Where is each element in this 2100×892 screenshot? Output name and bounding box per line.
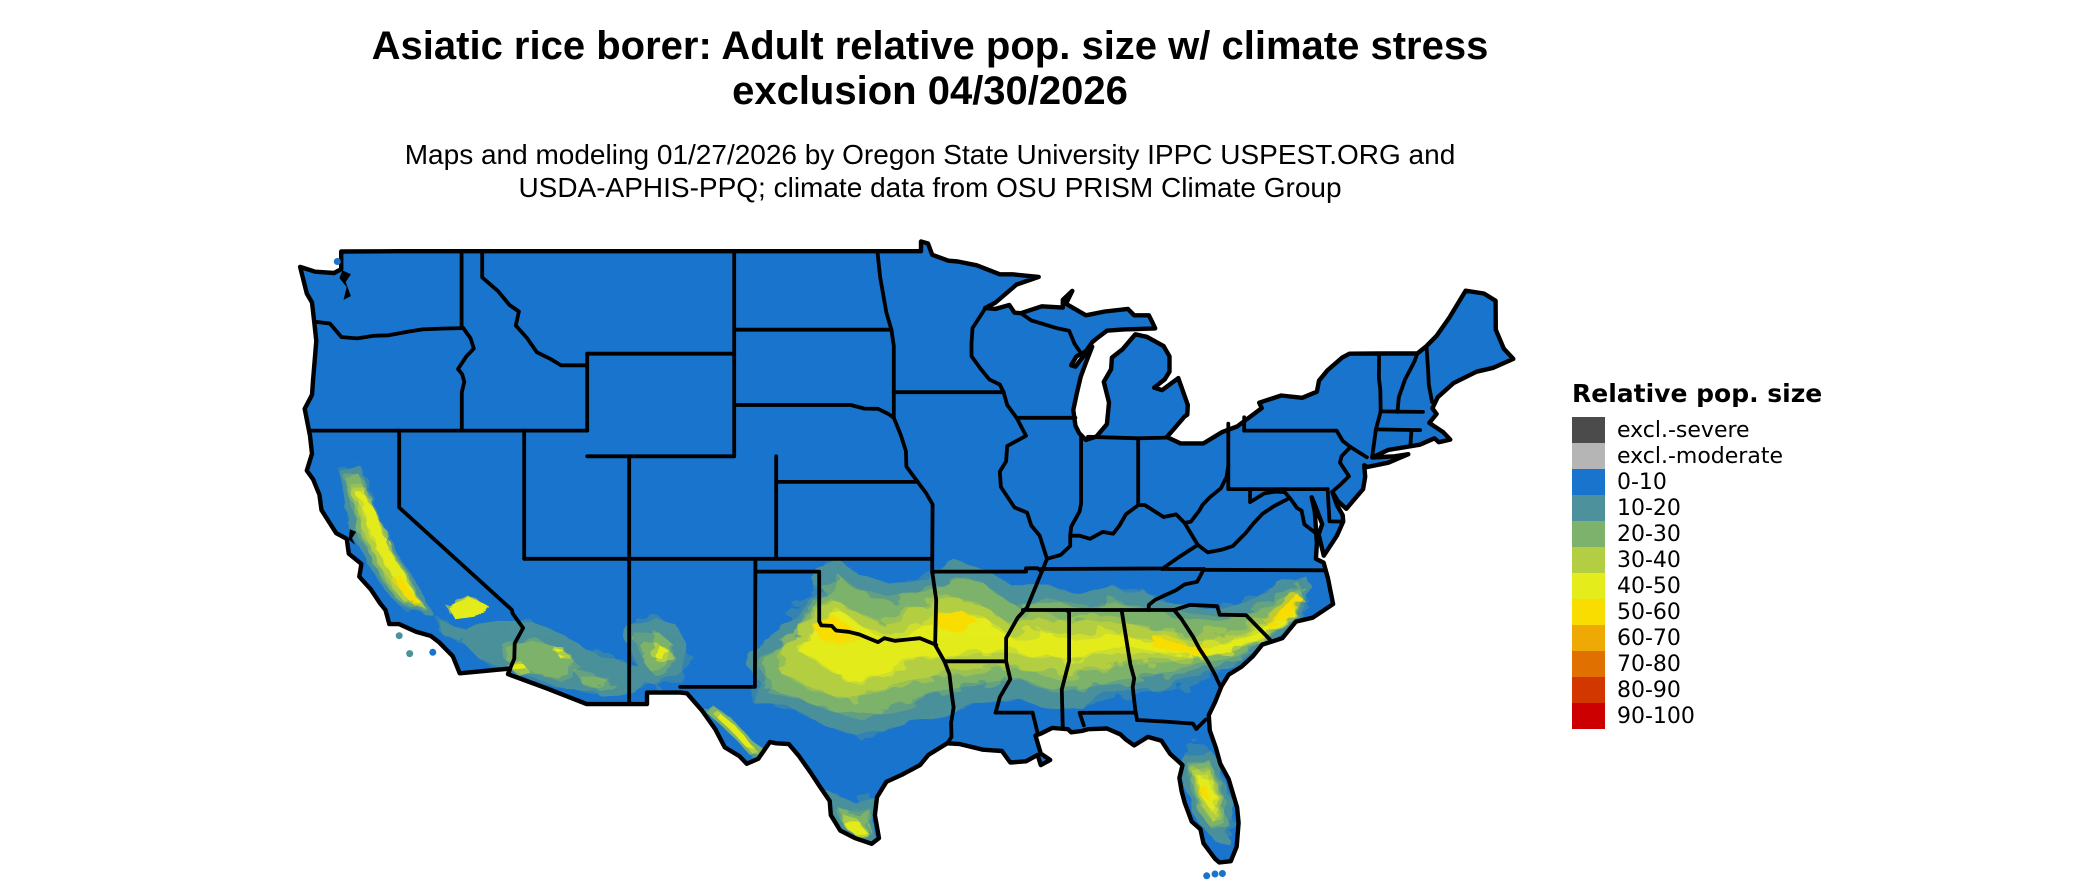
land-base <box>300 241 1514 863</box>
legend-item-60-70: 60-70 <box>1572 625 1822 651</box>
island-speck <box>395 632 403 640</box>
legend-rows: excl.-severe excl.-moderate 0-10 10-20 20-30… <box>1572 417 1822 729</box>
legend-label: excl.-severe <box>1617 417 1750 443</box>
map-title: Asiatic rice borer: Adult relative pop. … <box>0 24 1860 114</box>
legend-item-50-60: 50-60 <box>1572 599 1822 625</box>
legend-label: 0-10 <box>1617 469 1667 495</box>
map-subtitle-line2: USDA-APHIS-PPQ; climate data from OSU PR… <box>518 172 1342 203</box>
legend-item-excl.-severe: excl.-severe <box>1572 417 1822 443</box>
legend-label: 10-20 <box>1617 495 1681 521</box>
legend-swatch-40-50 <box>1572 573 1605 599</box>
legend-label: excl.-moderate <box>1617 443 1783 469</box>
legend-swatch-60-70 <box>1572 625 1605 651</box>
legend-label: 40-50 <box>1617 573 1681 599</box>
legend-title: Relative pop. size <box>1572 379 1823 408</box>
legend-swatch-excl.-severe <box>1572 417 1605 443</box>
island-speck <box>406 650 414 658</box>
island-speck <box>1218 870 1226 877</box>
legend-swatch-10-20 <box>1572 495 1605 521</box>
legend-item-20-30: 20-30 <box>1572 521 1822 547</box>
legend-label: 30-40 <box>1617 547 1681 573</box>
legend-item-excl.-moderate: excl.-moderate <box>1572 443 1822 469</box>
legend-label: 70-80 <box>1617 651 1681 677</box>
legend-swatch-80-90 <box>1572 677 1605 703</box>
legend-item-70-80: 70-80 <box>1572 651 1822 677</box>
legend-item-80-90: 80-90 <box>1572 677 1822 703</box>
legend-swatch-90-100 <box>1572 703 1605 729</box>
legend-item-30-40: 30-40 <box>1572 547 1822 573</box>
legend-label: 60-70 <box>1617 625 1681 651</box>
legend-swatch-70-80 <box>1572 651 1605 677</box>
legend-label: 80-90 <box>1617 677 1681 703</box>
state-borders <box>308 249 1434 746</box>
puget-sound-inlets <box>339 270 351 300</box>
island-speck <box>333 258 341 265</box>
legend-swatch-20-30 <box>1572 521 1605 547</box>
legend-swatch-excl.-moderate <box>1572 443 1605 469</box>
legend: Relative pop. size excl.-severe excl.-mod… <box>1572 379 1822 729</box>
legend-item-0-10: 0-10 <box>1572 469 1822 495</box>
island-speck <box>1211 870 1219 878</box>
legend-swatch-30-40 <box>1572 547 1605 573</box>
san-francisco-bay <box>348 529 357 545</box>
map-subtitle: Maps and modeling 01/27/2026 by Oregon S… <box>0 138 1860 204</box>
legend-label: 20-30 <box>1617 521 1681 547</box>
legend-item-10-20: 10-20 <box>1572 495 1822 521</box>
legend-item-40-50: 40-50 <box>1572 573 1822 599</box>
map-title-line2: exclusion 04/30/2026 <box>732 69 1128 113</box>
map-subtitle-line1: Maps and modeling 01/27/2026 by Oregon S… <box>404 139 1456 170</box>
map-title-line1: Asiatic rice borer: Adult relative pop. … <box>371 24 1489 68</box>
legend-label: 90-100 <box>1617 703 1695 729</box>
legend-label: 50-60 <box>1617 599 1681 625</box>
legend-item-90-100: 90-100 <box>1572 703 1822 729</box>
conus-coastline <box>297 239 1516 865</box>
legend-swatch-50-60 <box>1572 599 1605 625</box>
legend-swatch-0-10 <box>1572 469 1605 495</box>
population-bands <box>338 466 1307 842</box>
island-speck <box>429 648 437 656</box>
island-speck <box>1203 872 1211 880</box>
